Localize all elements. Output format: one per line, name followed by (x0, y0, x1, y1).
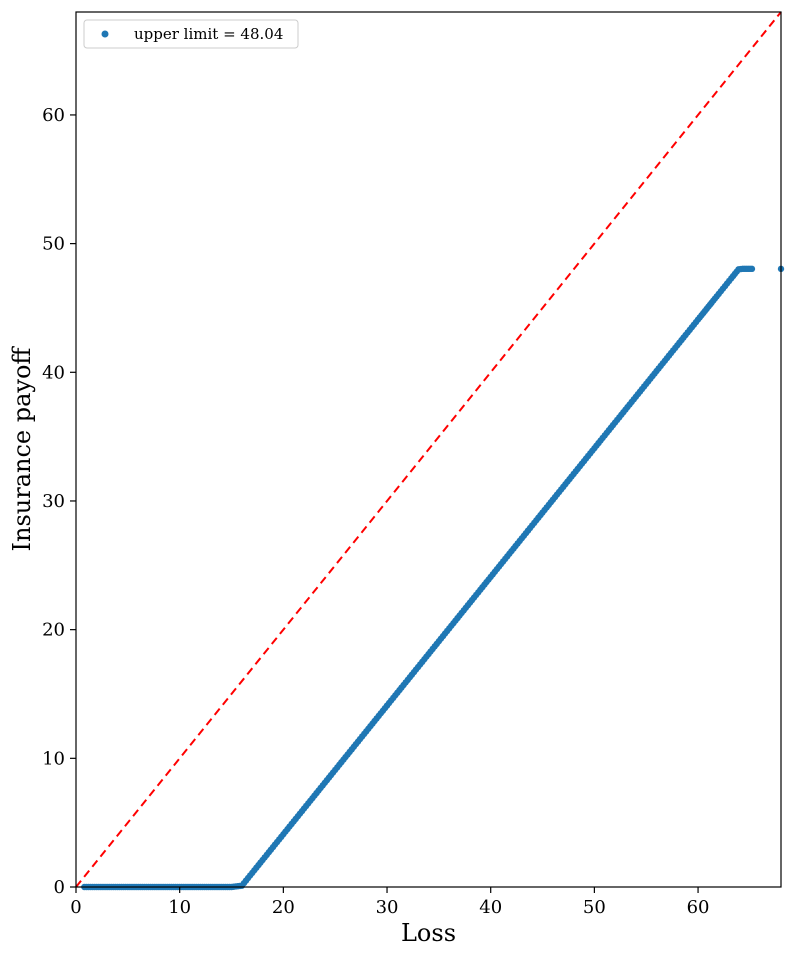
x-tick-label: 60 (687, 897, 710, 918)
data-point-dense (506, 550, 513, 557)
y-axis-label: Insurance payoff (8, 346, 36, 552)
data-point-dense (485, 576, 492, 583)
y-tick-label: 10 (42, 748, 65, 769)
data-point-dense (361, 730, 368, 738)
data-point-dense (278, 833, 285, 841)
data-point-dense (547, 499, 555, 506)
data-point-dense (381, 704, 389, 712)
data-point-dense (721, 282, 729, 290)
data-point-dense (589, 447, 596, 454)
legend-label: upper limit = 48.04 (134, 25, 283, 43)
legend: upper limit = 48.04 (83, 19, 299, 49)
y-tick-label: 40 (42, 362, 65, 383)
data-point-dense (746, 265, 754, 273)
y-tick-label: 20 (42, 620, 65, 641)
plot-frame (75, 11, 782, 888)
data-point-dense (698, 312, 705, 319)
data-point-dense (682, 331, 689, 339)
x-axis-label: Loss (401, 919, 456, 947)
data-point-dense (443, 627, 451, 635)
reference-line (75, 11, 782, 888)
y-tick-label: 50 (42, 234, 65, 255)
data-point-dense (423, 653, 430, 660)
x-tick-label: 10 (168, 897, 191, 918)
axis-ticks-layer: 0 10 20 30 40 50 60 0 10 20 30 40 50 60 (42, 105, 709, 918)
legend-marker (101, 30, 109, 38)
data-point-dense (526, 524, 534, 532)
data-points-layer (81, 265, 785, 891)
data-point-dense (402, 679, 409, 686)
x-tick-label: 20 (272, 897, 295, 918)
y-tick-label: 60 (42, 105, 65, 126)
data-point-dense (609, 421, 617, 429)
data-point-dense (319, 782, 326, 789)
data-point-dense (725, 277, 733, 285)
data-point-dense (692, 318, 700, 326)
y-tick-label: 0 (54, 877, 65, 898)
data-point-dense (298, 807, 306, 815)
data-point-dense (464, 601, 472, 609)
data-point-dense (651, 370, 658, 377)
data-point-dense (568, 473, 575, 480)
x-tick-label: 40 (479, 897, 502, 918)
data-point-dense (246, 872, 254, 879)
data-point-dense (630, 396, 637, 403)
x-tick-label: 50 (583, 897, 606, 918)
data-point-dense (672, 344, 679, 352)
data-point-dense (340, 756, 347, 763)
data-point-dense (257, 859, 264, 866)
x-tick-label: 0 (70, 897, 81, 918)
data-point-dense (711, 295, 719, 302)
x-tick-label: 30 (376, 897, 399, 918)
legend-box (83, 19, 299, 49)
y-tick-label: 30 (42, 491, 65, 512)
